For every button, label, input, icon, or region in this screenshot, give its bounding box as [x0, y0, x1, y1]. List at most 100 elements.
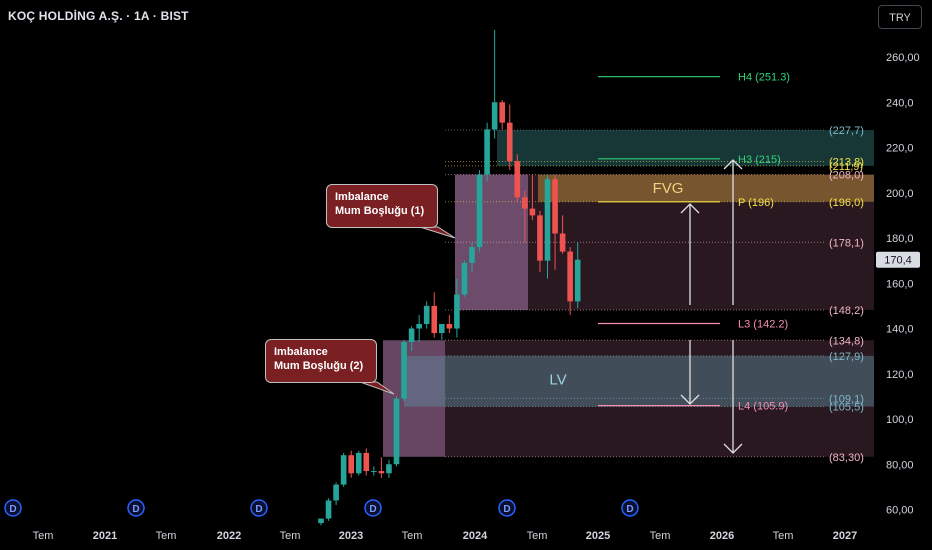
candle-body-15	[431, 305, 438, 334]
pivot-label-3: L3 (142.2)	[738, 319, 788, 331]
dividend-marker-label-5: D	[626, 504, 633, 515]
dividend-marker-3[interactable]: D	[364, 499, 382, 517]
x-tick-label-8: Tem	[527, 530, 548, 542]
level-label-6: (148,2)	[829, 305, 864, 317]
y-tick-label-3: 120,0	[886, 369, 914, 381]
imbalance-callout-2: Imbalance Mum Boşluğu (2)	[265, 339, 377, 383]
candle-body-14	[423, 305, 430, 324]
x-tick-label-9: 2025	[586, 530, 610, 542]
dividend-marker-0[interactable]: D	[4, 499, 22, 517]
y-tick-label-0: 60,00	[886, 505, 914, 517]
x-tick-label-13: 2027	[833, 530, 857, 542]
candle-body-21	[476, 174, 483, 248]
callout-1-tail	[419, 226, 456, 239]
candle-body-4	[348, 455, 354, 474]
y-tick-label-2: 100,0	[886, 414, 914, 426]
last-price-badge	[876, 251, 920, 268]
y-tick-label-9: 240,0	[886, 97, 914, 109]
y-tick-label-8: 220,0	[886, 143, 914, 155]
candle-body-34	[574, 259, 581, 302]
level-label-4: (196,0)	[829, 197, 864, 209]
y-tick-label-10: 260,00	[886, 52, 920, 64]
candle-body-6	[363, 452, 370, 472]
level-label-3: (208,0)	[829, 170, 864, 182]
arrow-down-2-head	[723, 443, 743, 454]
candle-body-27	[522, 197, 528, 209]
dividend-marker-5[interactable]: D	[621, 499, 639, 517]
candle-body-1	[325, 500, 332, 519]
dividend-marker-label-1: D	[132, 504, 139, 515]
dividend-marker-label-0: D	[9, 504, 16, 515]
candle-body-3	[340, 455, 347, 485]
candle-body-20	[469, 247, 475, 263]
candle-body-8	[378, 471, 385, 474]
last-price-label: 170,4	[884, 255, 912, 267]
lv-label: LV	[549, 371, 566, 388]
candle-body-25	[506, 122, 513, 162]
level-label-7: (134,8)	[829, 335, 864, 347]
x-tick-label-7: 2024	[463, 530, 488, 542]
callout-2-line1: Imbalance	[274, 346, 328, 358]
candle-body-19	[461, 262, 468, 295]
level-label-0: (227,7)	[829, 125, 864, 137]
candle-body-16	[439, 323, 445, 334]
fvg-zone	[538, 174, 874, 202]
level-label-5: (178,1)	[829, 237, 864, 249]
dividend-marker-1[interactable]: D	[127, 499, 145, 517]
candle-body-11	[401, 342, 407, 399]
candle-body-32	[559, 233, 566, 252]
pivot-label-1: H3 (215)	[738, 154, 781, 166]
candle-body-24	[499, 102, 505, 123]
candle-body-33	[567, 251, 573, 302]
callout-2-line2: Mum Boşluğu (2)	[274, 360, 364, 372]
dividend-marker-label-4: D	[503, 504, 510, 515]
candle-body-7	[371, 471, 377, 473]
candle-body-29	[537, 215, 543, 261]
x-tick-label-12: Tem	[773, 530, 794, 542]
dividend-marker-label-3: D	[369, 504, 376, 515]
candle-body-31	[552, 179, 558, 234]
candle-body-2	[333, 484, 339, 501]
y-tick-label-6: 180,0	[886, 233, 914, 245]
level-label-11: (83,30)	[829, 452, 864, 464]
pivot-label-0: H4 (251.3)	[738, 72, 790, 84]
currency-button[interactable]: TRY	[878, 5, 922, 29]
dividend-marker-4[interactable]: D	[498, 499, 516, 517]
x-tick-label-0: Tem	[33, 530, 54, 542]
x-tick-label-6: Tem	[402, 530, 423, 542]
x-tick-label-10: Tem	[650, 530, 671, 542]
x-tick-label-3: 2022	[217, 530, 241, 542]
arrow-down-1-head	[680, 394, 700, 405]
callout-1-line1: Imbalance	[335, 191, 389, 203]
x-tick-label-2: Tem	[156, 530, 177, 542]
x-tick-label-11: 2026	[710, 530, 734, 542]
candle-body-5	[355, 452, 362, 474]
level-label-2: (211,9)	[829, 161, 863, 173]
candle-body-18	[454, 294, 460, 329]
candle-body-30	[544, 179, 551, 261]
x-tick-label-1: 2021	[93, 530, 117, 542]
pivot-label-2: P (196)	[738, 197, 774, 209]
candle-body-23	[491, 102, 498, 130]
level-label-1: (213,8)	[829, 157, 864, 169]
candle-body-17	[446, 323, 453, 329]
callout-1-line2: Mum Boşluğu (1)	[335, 205, 425, 217]
candle-body-28	[529, 208, 536, 216]
candle-body-26	[514, 161, 521, 198]
fvg-label: FVG	[653, 180, 684, 197]
imbalance-callout-1: Imbalance Mum Boşluğu (1)	[326, 184, 438, 228]
y-tick-label-4: 140,0	[886, 324, 914, 336]
imbalance-zone-2	[383, 340, 445, 457]
dividend-marker-label-2: D	[255, 504, 262, 515]
candle-body-13	[416, 323, 422, 329]
arrow-up-2-head	[723, 159, 743, 170]
x-tick-label-5: 2023	[339, 530, 363, 542]
dividend-marker-2[interactable]: D	[250, 499, 268, 517]
pivot-label-4: L4 (105.9)	[738, 401, 788, 413]
level-label-10: (105,5)	[829, 402, 864, 414]
candle-body-12	[408, 328, 415, 343]
candle-body-9	[386, 464, 392, 474]
y-tick-label-7: 200,0	[886, 188, 914, 200]
candle-body-10	[393, 398, 400, 465]
